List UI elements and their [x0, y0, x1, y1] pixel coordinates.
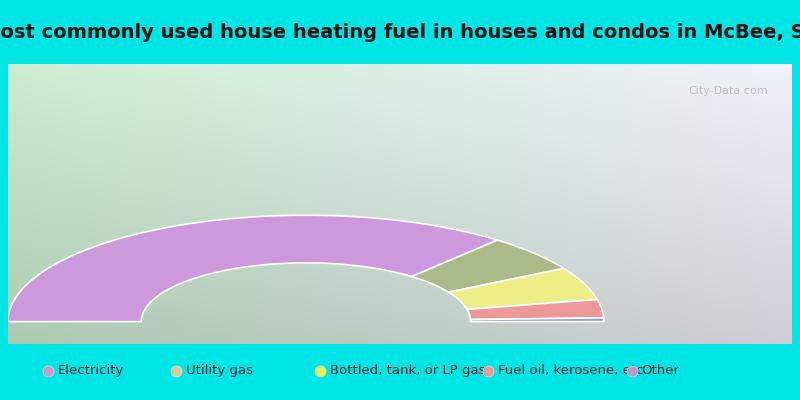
Wedge shape: [470, 318, 604, 322]
Wedge shape: [449, 268, 598, 309]
Text: Fuel oil, kerosene, etc.: Fuel oil, kerosene, etc.: [498, 364, 647, 377]
Text: City-Data.com: City-Data.com: [689, 86, 769, 96]
Wedge shape: [8, 215, 498, 322]
Wedge shape: [467, 300, 604, 320]
Wedge shape: [412, 240, 564, 292]
Text: Most commonly used house heating fuel in houses and condos in McBee, SC: Most commonly used house heating fuel in…: [0, 22, 800, 42]
Text: Bottled, tank, or LP gas: Bottled, tank, or LP gas: [330, 364, 485, 377]
Text: Electricity: Electricity: [58, 364, 124, 377]
Text: Utility gas: Utility gas: [186, 364, 253, 377]
Text: Other: Other: [642, 364, 680, 377]
